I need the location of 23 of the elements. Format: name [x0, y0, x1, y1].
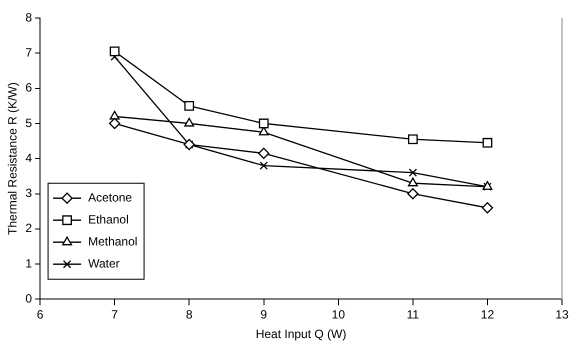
y-axis-title: Thermal Resistance R (K/W) [6, 82, 20, 235]
y-tick-label: 3 [25, 186, 32, 200]
legend-label: Methanol [88, 234, 138, 249]
y-tick-label: 8 [25, 10, 32, 24]
x-tick-label: 13 [555, 308, 569, 322]
y-tick-label: 1 [25, 256, 32, 270]
x-tick-label: 8 [186, 308, 193, 322]
x-tick-label: 6 [36, 308, 44, 322]
y-tick-label: 4 [25, 150, 32, 165]
y-tick-label: 7 [25, 45, 32, 60]
x-axis-title: Heat Input Q (W) [256, 327, 346, 342]
x-tick-label: 9 [260, 308, 268, 322]
x-tick-label: 7 [111, 308, 118, 322]
x-tick-label: 11 [406, 308, 420, 322]
y-tick-label: 6 [25, 80, 32, 95]
y-tick-label: 0 [25, 292, 32, 306]
x-tick-label: 10 [332, 308, 346, 322]
y-tick-label: 5 [25, 116, 32, 130]
legend-label: Ethanol [88, 212, 129, 227]
x-tick-label: 12 [480, 308, 494, 322]
legend-label: Water [88, 256, 120, 271]
y-tick-label: 2 [25, 221, 32, 236]
legend-label: Acetone [88, 190, 132, 205]
